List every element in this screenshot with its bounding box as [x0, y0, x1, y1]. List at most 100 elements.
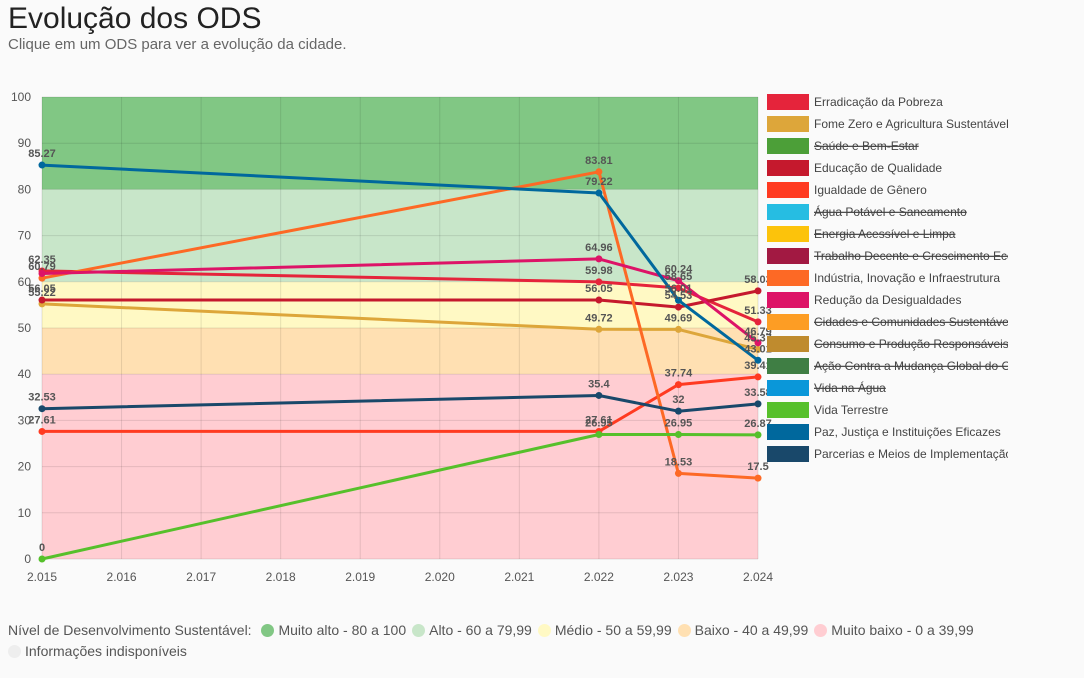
legend-label[interactable]: Fome Zero e Agricultura Sustentável: [814, 117, 1009, 131]
series-point-16[interactable]: [38, 405, 46, 413]
series-point-4[interactable]: [38, 427, 46, 435]
legend-swatch[interactable]: [767, 160, 809, 176]
series-line-3[interactable]: [42, 289, 759, 309]
legend-item-6[interactable]: Energia Acessível e Limpa: [767, 226, 956, 242]
series-point-16[interactable]: [674, 407, 682, 415]
series-point-15[interactable]: [754, 356, 762, 364]
legend-label[interactable]: Erradicação da Pobreza: [814, 95, 943, 109]
series-point-0[interactable]: [595, 278, 603, 286]
series-line-4[interactable]: [42, 375, 759, 433]
series-point-9[interactable]: [674, 277, 682, 285]
legend-label[interactable]: Igualdade de Gênero: [814, 183, 927, 197]
legend-item-0[interactable]: Erradicação da Pobreza: [767, 94, 943, 110]
series-point-1[interactable]: [595, 325, 603, 333]
series-point-8[interactable]: [595, 168, 603, 176]
series-point-15[interactable]: [674, 296, 682, 304]
legend-item-14[interactable]: Vida Terrestre: [767, 402, 889, 418]
legend-label[interactable]: Parcerias e Meios de Implementação: [814, 447, 1012, 461]
legend-swatch[interactable]: [767, 248, 809, 264]
data-labels: 85.2762.3560.7956.0555.2232.5327.61083.8…: [28, 148, 772, 554]
legend-item-2[interactable]: Saúde e Bem-Estar: [767, 138, 919, 154]
series-point-1[interactable]: [754, 345, 762, 353]
series-point-9[interactable]: [595, 255, 603, 263]
legend-item-7[interactable]: Trabalho Decente e Crescimento Econômico: [767, 248, 1053, 264]
legend-label[interactable]: Educação de Qualidade: [814, 161, 942, 175]
legend-item-15[interactable]: Paz, Justiça e Instituições Eficazes: [767, 424, 1001, 440]
series-line-9[interactable]: [41, 257, 759, 344]
legend-swatch[interactable]: [767, 446, 809, 462]
series-point-8[interactable]: [754, 474, 762, 482]
y-tick-label: 20: [18, 460, 32, 474]
legend-item-5[interactable]: Água Potável e Saneamento: [767, 204, 967, 220]
level-band-0: [42, 97, 758, 190]
legend-label[interactable]: Vida na Água: [814, 380, 886, 395]
legend-item-12[interactable]: Ação Contra a Mudança Global do Clima: [767, 358, 1032, 374]
legend-label[interactable]: Redução da Desigualdades: [814, 293, 961, 307]
series-point-14[interactable]: [754, 431, 762, 439]
series-point-16[interactable]: [595, 391, 603, 399]
legend-label[interactable]: Saúde e Bem-Estar: [814, 139, 919, 153]
legend-swatch[interactable]: [767, 380, 809, 396]
series-point-9[interactable]: [754, 339, 762, 347]
legend-item-16[interactable]: Parcerias e Meios de Implementação: [767, 446, 1012, 462]
legend-label[interactable]: Vida Terrestre: [814, 403, 889, 417]
series-line-1[interactable]: [41, 302, 759, 351]
series-point-3[interactable]: [674, 303, 682, 311]
series-point-3[interactable]: [38, 296, 46, 304]
series-point-3[interactable]: [595, 296, 603, 304]
x-tick-label: 2.022: [584, 570, 614, 584]
legend-label[interactable]: Cidades e Comunidades Sustentáveis: [814, 315, 1017, 329]
series-point-0[interactable]: [674, 284, 682, 292]
series-line-16[interactable]: [41, 394, 759, 413]
x-tick-label: 2.019: [345, 570, 375, 584]
legend-item-3[interactable]: Educação de Qualidade: [767, 160, 942, 176]
series-point-0[interactable]: [754, 318, 762, 326]
legend-label[interactable]: Consumo e Produção Responsáveis: [814, 337, 1009, 351]
legend-label[interactable]: Ação Contra a Mudança Global do Clima: [814, 359, 1032, 373]
legend-swatch[interactable]: [767, 424, 809, 440]
series-point-9[interactable]: [38, 270, 46, 278]
legend-swatch[interactable]: [767, 204, 809, 220]
legend-swatch[interactable]: [767, 182, 809, 198]
legend-label[interactable]: Energia Acessível e Limpa: [814, 227, 956, 241]
legend-label[interactable]: Indústria, Inovação e Infraestrutura: [814, 271, 1000, 285]
legend-swatch[interactable]: [767, 270, 809, 286]
legend-item-4[interactable]: Igualdade de Gênero: [767, 182, 927, 198]
legend-swatch[interactable]: [767, 314, 809, 330]
series-point-4[interactable]: [754, 373, 762, 381]
legend-label[interactable]: Água Potável e Saneamento: [814, 204, 967, 219]
legend-swatch[interactable]: [767, 292, 809, 308]
series-point-14[interactable]: [595, 430, 603, 438]
legend-item-8[interactable]: Indústria, Inovação e Infraestrutura: [767, 270, 1000, 286]
legend-item-13[interactable]: Vida na Água: [767, 380, 886, 396]
legend-swatch[interactable]: [767, 138, 809, 154]
legend-item-10[interactable]: Cidades e Comunidades Sustentáveis: [767, 314, 1017, 330]
legend-item-9[interactable]: Redução da Desigualdades: [767, 292, 961, 308]
series-point-8[interactable]: [674, 469, 682, 477]
series-line-14[interactable]: [41, 433, 759, 561]
series-line-0[interactable]: [41, 269, 759, 324]
series-point-14[interactable]: [38, 555, 46, 563]
series-point-1[interactable]: [674, 325, 682, 333]
legend-swatch[interactable]: [767, 226, 809, 242]
legend-item-1[interactable]: Fome Zero e Agricultura Sustentável: [767, 116, 1009, 132]
legend-swatch[interactable]: [767, 94, 809, 110]
series-point-3[interactable]: [754, 287, 762, 295]
series-point-16[interactable]: [754, 400, 762, 408]
series-line-8[interactable]: [41, 170, 759, 480]
series-point-14[interactable]: [674, 430, 682, 438]
legend-swatch[interactable]: [767, 402, 809, 418]
x-tick-label: 2.021: [504, 570, 534, 584]
series-point-15[interactable]: [595, 189, 603, 197]
legend-label[interactable]: Trabalho Decente e Crescimento Econômico: [814, 249, 1053, 263]
data-label: 43.01: [744, 343, 772, 355]
legend-swatch[interactable]: [767, 358, 809, 374]
legend-label[interactable]: Paz, Justiça e Instituições Eficazes: [814, 425, 1001, 439]
legend-swatch[interactable]: [767, 116, 809, 132]
series-point-15[interactable]: [38, 161, 46, 169]
data-label: 56.05: [28, 283, 56, 295]
series-point-4[interactable]: [674, 381, 682, 389]
legend-item-11[interactable]: Consumo e Produção Responsáveis: [767, 336, 1009, 352]
series-line-15[interactable]: [41, 163, 759, 362]
legend-swatch[interactable]: [767, 336, 809, 352]
